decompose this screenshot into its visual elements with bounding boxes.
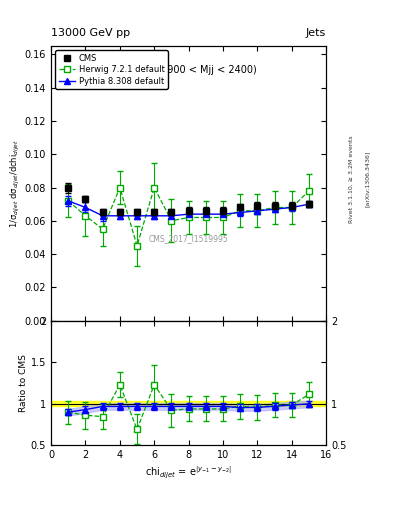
Text: 13000 GeV pp: 13000 GeV pp xyxy=(51,28,130,38)
Legend: CMS, Herwig 7.2.1 default, Pythia 8.308 default: CMS, Herwig 7.2.1 default, Pythia 8.308 … xyxy=(55,50,168,89)
Text: Rivet 3.1.10, ≥ 3.2M events: Rivet 3.1.10, ≥ 3.2M events xyxy=(349,135,354,223)
Text: χ (jets) (1900 < Mjj < 2400): χ (jets) (1900 < Mjj < 2400) xyxy=(120,66,257,75)
Bar xyxy=(51,401,326,407)
Text: Jets: Jets xyxy=(306,28,326,38)
Text: CMS_2017_I1519995: CMS_2017_I1519995 xyxy=(149,234,228,243)
Y-axis label: Ratio to CMS: Ratio to CMS xyxy=(19,354,28,412)
Text: [arXiv:1306.3436]: [arXiv:1306.3436] xyxy=(365,151,370,207)
X-axis label: chi$_{dijet}$ = e$^{|y_{-1}-y_{-2}|}$: chi$_{dijet}$ = e$^{|y_{-1}-y_{-2}|}$ xyxy=(145,464,232,481)
Y-axis label: 1/σ$_{dijet}$ dσ$_{dijet}$/dchi$_{dijet}$: 1/σ$_{dijet}$ dσ$_{dijet}$/dchi$_{dijet}… xyxy=(9,139,22,228)
